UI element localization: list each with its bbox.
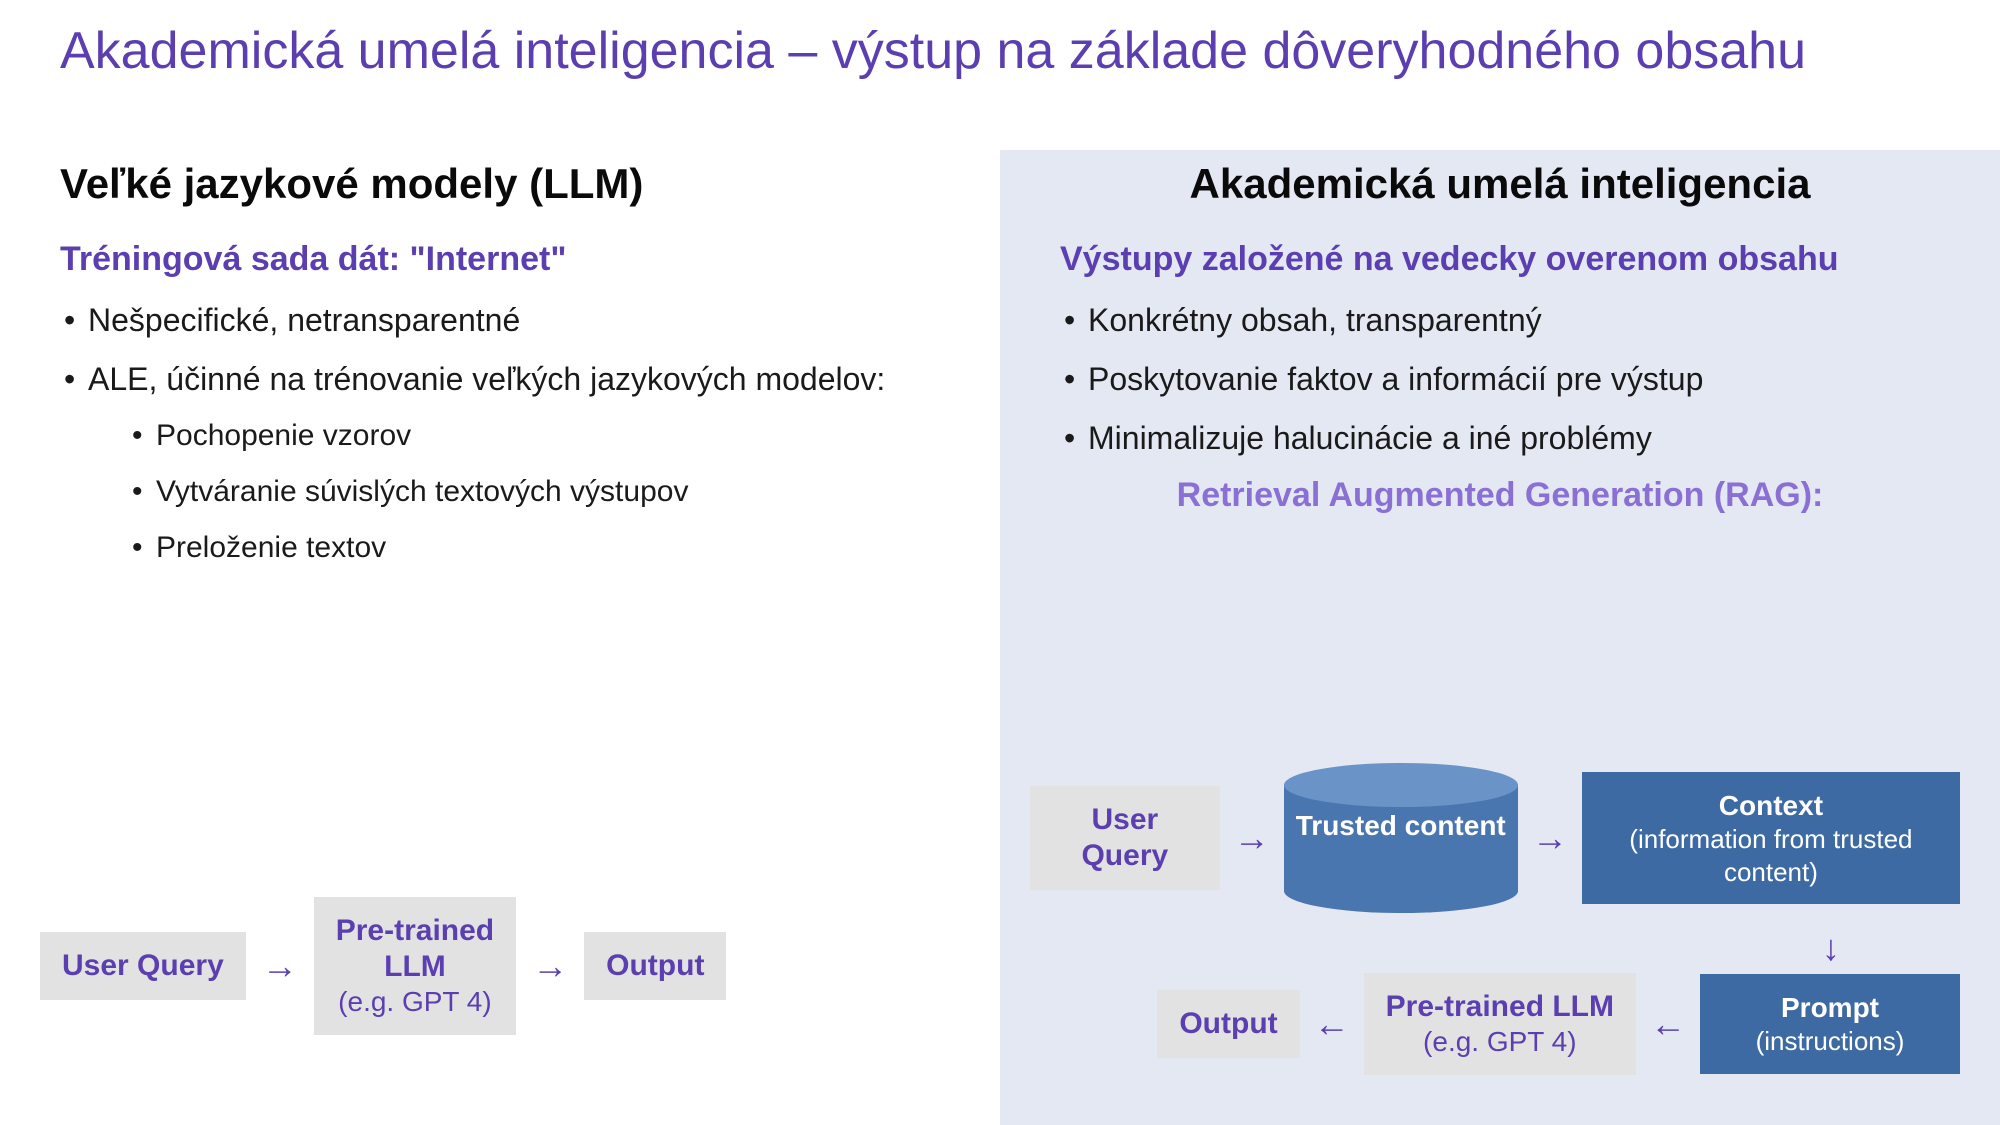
slide-title: Akademická umelá inteligencia – výstup n… — [60, 20, 1940, 82]
list-item: Vytváranie súvislých textových výstupov — [128, 471, 940, 513]
prompt-title: Prompt — [1716, 990, 1944, 1025]
left-column: Veľké jazykové modely (LLM) Tréningová s… — [0, 150, 1000, 1125]
bullet-text: ALE, účinné na trénovanie veľkých jazyko… — [88, 361, 885, 397]
left-flow: User Query → Pre-trained LLM (e.g. GPT 4… — [40, 897, 950, 1035]
llm-line2: (e.g. GPT 4) — [1386, 1025, 1614, 1059]
llm-line1: Pre-trained — [336, 914, 494, 947]
arrow-right-icon: → — [1532, 820, 1568, 856]
box-output: Output — [584, 932, 726, 1000]
flow-row-1: User Query → Trusted content → Context (… — [1030, 763, 1960, 913]
list-item: Preloženie textov — [128, 527, 940, 569]
flow-row-2: Output ← Pre-trained LLM (e.g. GPT 4) ← … — [1030, 973, 1960, 1075]
box-pretrained-llm: Pre-trained LLM (e.g. GPT 4) — [1364, 973, 1636, 1075]
arrow-left-icon: ← — [1314, 1006, 1350, 1042]
rag-label: Retrieval Augmented Generation (RAG): — [1060, 476, 1940, 515]
box-prompt: Prompt (instructions) — [1700, 974, 1960, 1074]
right-col-title: Akademická umelá inteligencia — [1060, 160, 1940, 208]
left-subhead: Tréningová sada dát: "Internet" — [60, 238, 940, 281]
context-title: Context — [1598, 788, 1944, 823]
right-bullets: Konkrétny obsah, transparentný Poskytova… — [1060, 299, 1940, 461]
list-item: ALE, účinné na trénovanie veľkých jazyko… — [60, 358, 940, 569]
box-user-query: User Query — [1030, 786, 1220, 890]
arrow-down-wrap: ↓ — [1030, 923, 1960, 973]
list-item: Minimalizuje halucinácie a iné problémy — [1060, 417, 1940, 460]
arrow-right-icon: → — [262, 948, 298, 984]
cylinder-label: Trusted content — [1284, 809, 1518, 843]
right-flow: User Query → Trusted content → Context (… — [1030, 763, 1960, 1075]
list-item: Poskytovanie faktov a informácií pre výs… — [1060, 358, 1940, 401]
llm-line1: Pre-trained LLM — [1386, 990, 1614, 1023]
box-context: Context (information from trusted conten… — [1582, 772, 1960, 904]
list-item: Konkrétny obsah, transparentný — [1060, 299, 1940, 342]
prompt-sub: (instructions) — [1756, 1026, 1905, 1056]
context-sub: (information from trusted content) — [1629, 824, 1912, 887]
left-col-title: Veľké jazykové modely (LLM) — [60, 160, 940, 208]
list-item: Pochopenie vzorov — [128, 415, 940, 457]
llm-line2: (e.g. GPT 4) — [336, 985, 494, 1019]
box-pretrained-llm: Pre-trained LLM (e.g. GPT 4) — [314, 897, 516, 1035]
arrow-down-icon: ↓ — [1822, 930, 1840, 966]
right-column: Akademická umelá inteligencia Výstupy za… — [1000, 150, 2000, 1125]
right-subhead: Výstupy založené na vedecky overenom obs… — [1060, 238, 1940, 281]
columns: Veľké jazykové modely (LLM) Tréningová s… — [0, 150, 2000, 1125]
arrow-left-icon: ← — [1650, 1006, 1686, 1042]
cylinder-trusted-content: Trusted content — [1284, 763, 1518, 913]
slide: Akademická umelá inteligencia – výstup n… — [0, 0, 2000, 1125]
box-output: Output — [1157, 990, 1299, 1058]
sub-bullets: Pochopenie vzorov Vytváranie súvislých t… — [88, 415, 940, 569]
trusted-content-text: Trusted content — [1296, 810, 1506, 841]
arrow-right-icon: → — [532, 948, 568, 984]
box-user-query: User Query — [40, 932, 246, 1000]
arrow-right-icon: → — [1234, 820, 1270, 856]
left-bullets: Nešpecifické, netransparentné ALE, účinn… — [60, 299, 940, 569]
list-item: Nešpecifické, netransparentné — [60, 299, 940, 342]
llm-line1b: LLM — [384, 950, 446, 983]
